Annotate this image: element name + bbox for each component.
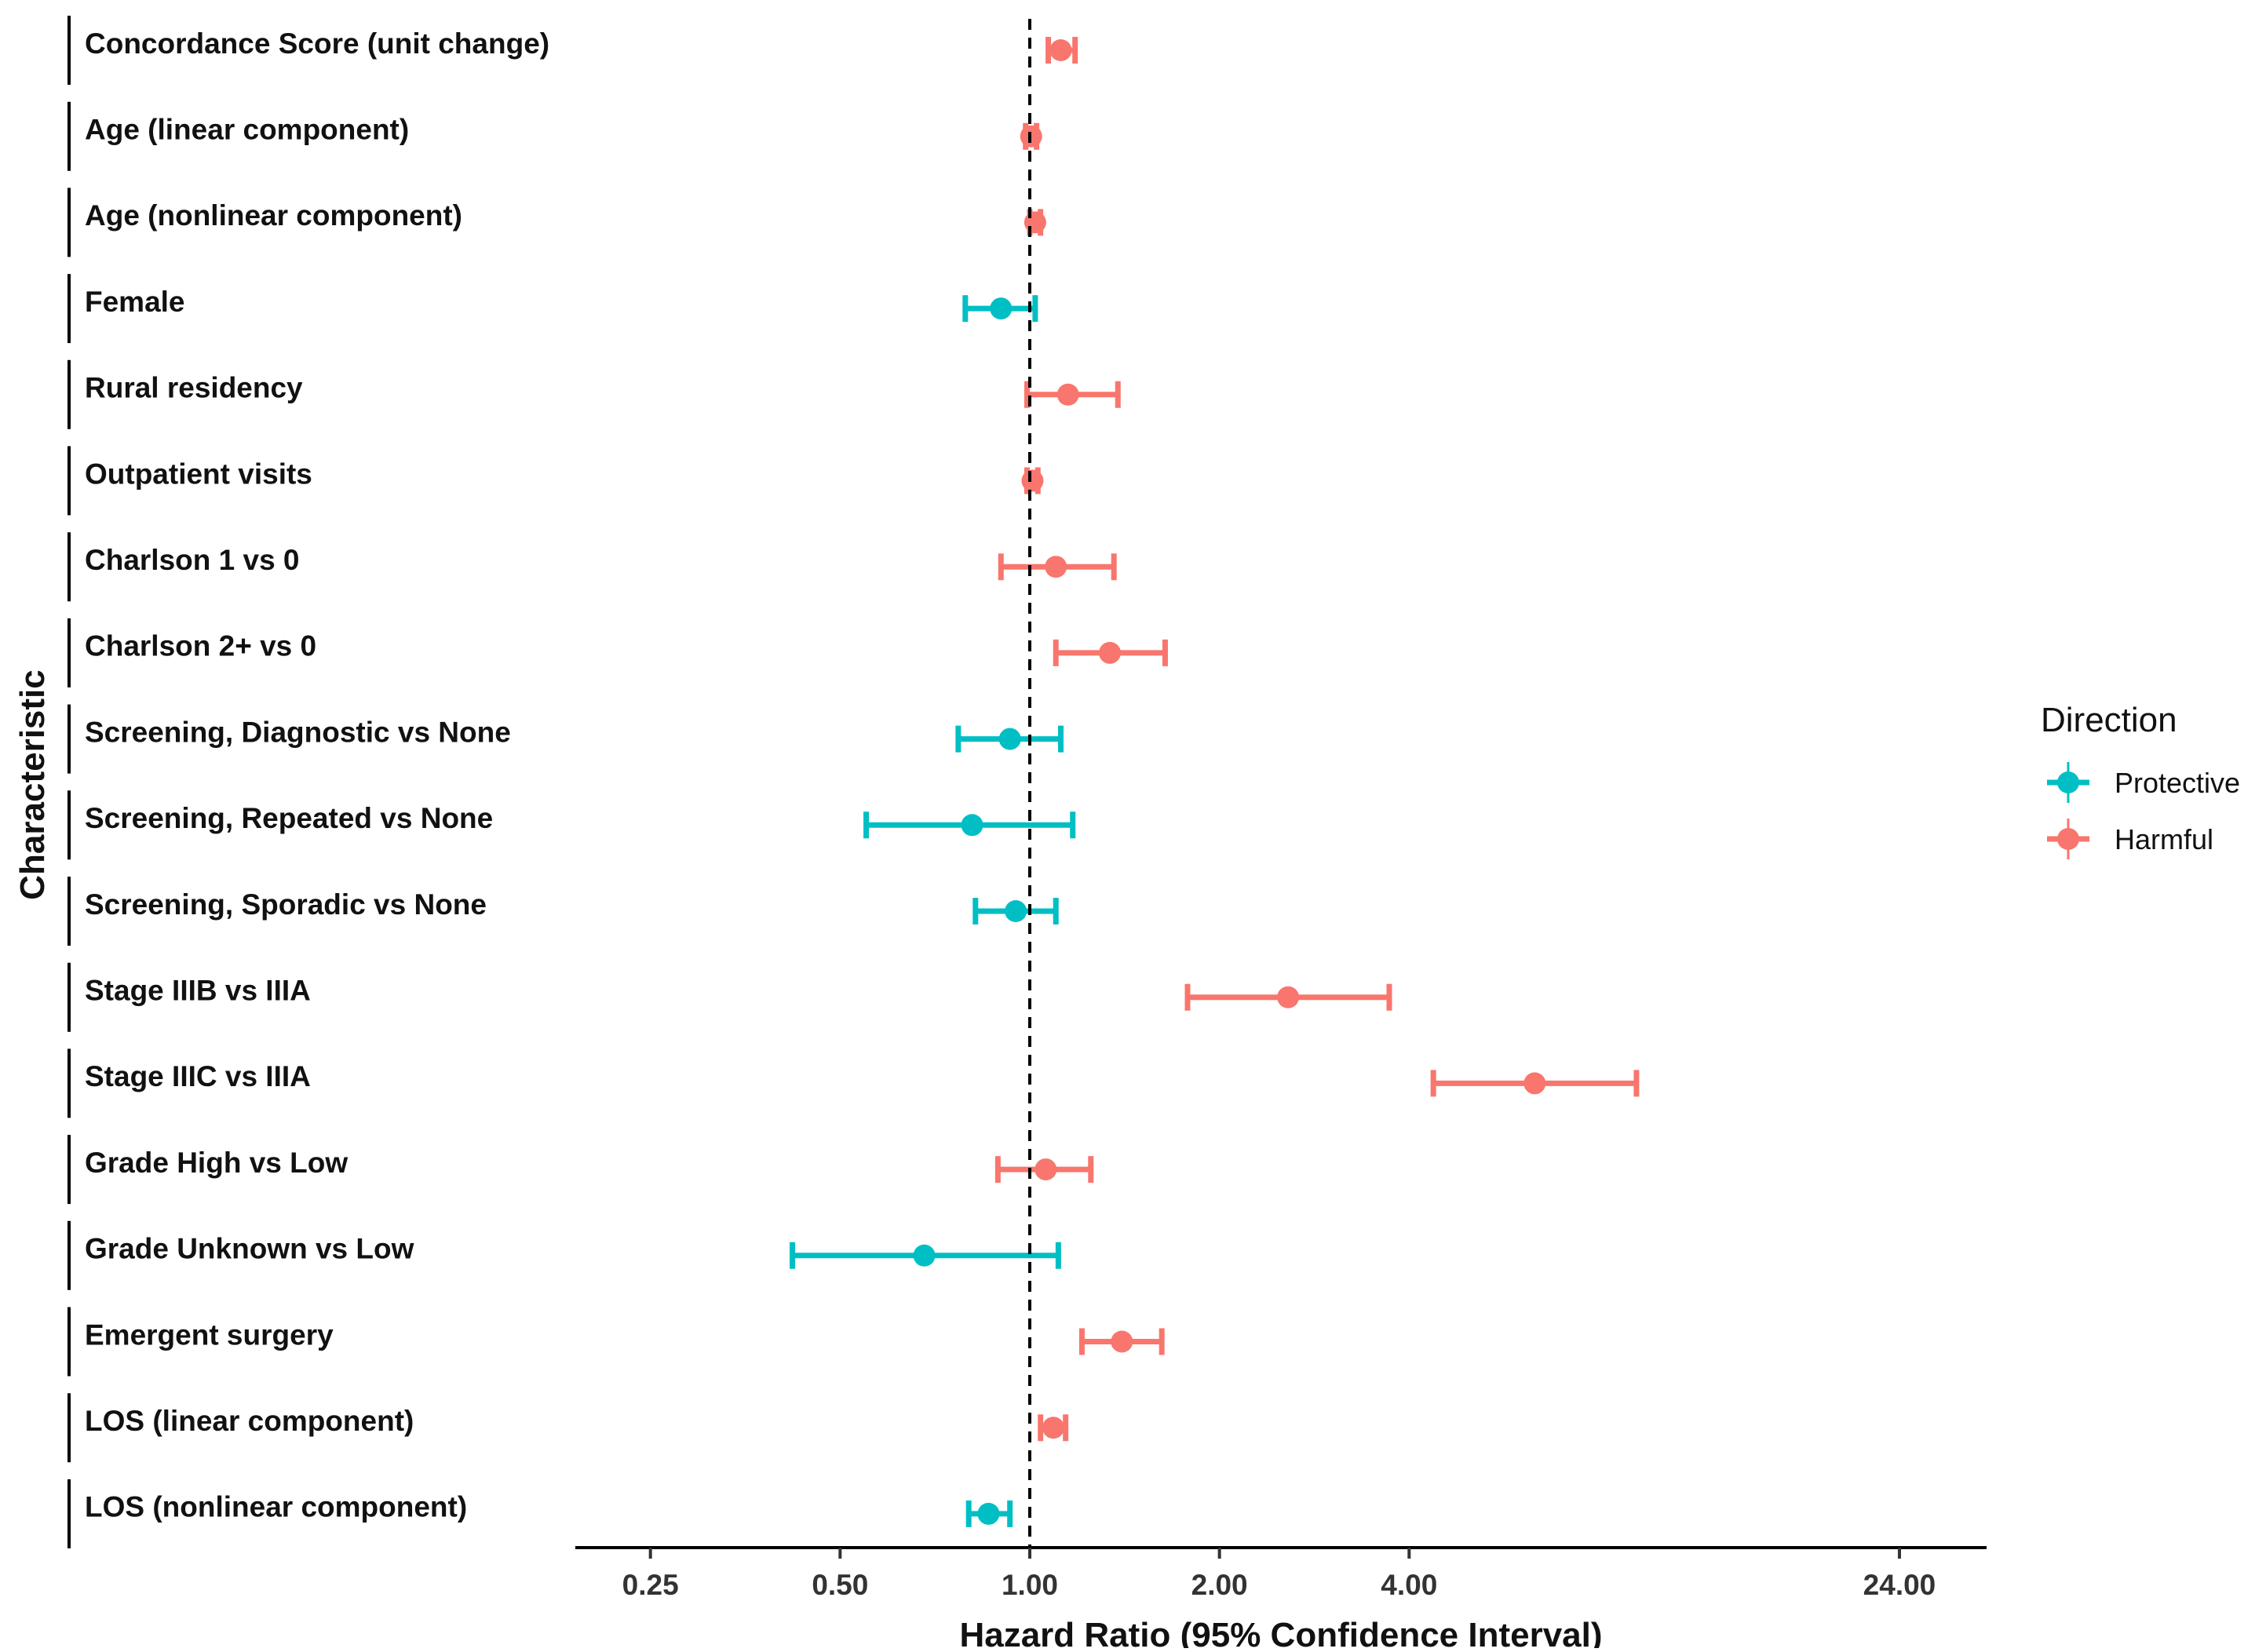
row-label: Emergent surgery bbox=[85, 1318, 334, 1351]
row-los-linear-component: LOS (linear component) bbox=[68, 1393, 1069, 1463]
hr-point bbox=[1111, 1330, 1133, 1353]
row-label: Screening, Repeated vs None bbox=[85, 802, 493, 834]
row-label: Stage IIIB vs IIIA bbox=[85, 974, 311, 1006]
hr-point bbox=[1045, 556, 1067, 578]
row-emergent-surgery: Emergent surgery bbox=[68, 1307, 1165, 1377]
rows-layer: Concordance Score (unit change) Age (line… bbox=[68, 16, 1640, 1548]
hr-point bbox=[1034, 1158, 1057, 1181]
x-axis: 0.25 0.50 1.00 2.00 4.00 24.00 bbox=[575, 1546, 1987, 1601]
x-tick-label: 0.25 bbox=[622, 1569, 679, 1601]
legend-key-point bbox=[2057, 828, 2079, 850]
hr-point bbox=[1523, 1072, 1546, 1095]
x-ticks: 0.25 0.50 1.00 2.00 4.00 24.00 bbox=[622, 1548, 1936, 1601]
row-label: LOS (linear component) bbox=[85, 1405, 414, 1437]
row-screening-repeated-vs-none: Screening, Repeated vs None bbox=[68, 790, 1076, 860]
y-axis-title: Characteristic bbox=[13, 669, 52, 899]
hr-point bbox=[1042, 1417, 1065, 1439]
x-tick-label: 1.00 bbox=[1002, 1569, 1058, 1601]
hr-point bbox=[1277, 986, 1300, 1008]
x-tick-label: 24.00 bbox=[1863, 1569, 1936, 1601]
row-label: Age (linear component) bbox=[85, 113, 409, 145]
row-label: Screening, Diagnostic vs None bbox=[85, 716, 511, 748]
legend-items: Protective Harmful bbox=[2047, 762, 2240, 859]
row-screening-diagnostic-vs-none: Screening, Diagnostic vs None bbox=[68, 704, 1064, 774]
row-label: Outpatient visits bbox=[85, 458, 312, 490]
hr-point bbox=[998, 728, 1021, 750]
hr-point bbox=[1021, 469, 1044, 492]
legend-label: Harmful bbox=[2115, 823, 2213, 855]
hr-point bbox=[990, 297, 1013, 320]
row-stage-iiib-vs-iiia: Stage IIIB vs IIIA bbox=[68, 962, 1392, 1032]
row-outpatient-visits: Outpatient visits bbox=[68, 446, 1044, 516]
x-tick-label: 0.50 bbox=[812, 1569, 868, 1601]
x-axis-title: Hazard Ratio (95% Confidence Interval) bbox=[959, 1616, 1602, 1648]
legend: Direction Protective Harmful bbox=[2041, 701, 2240, 859]
hr-point bbox=[1005, 900, 1027, 922]
row-age-linear-component: Age (linear component) bbox=[68, 101, 1042, 171]
row-rural-residency: Rural residency bbox=[68, 359, 1121, 429]
row-label: Age (nonlinear component) bbox=[85, 199, 462, 232]
row-stage-iiic-vs-iiia: Stage IIIC vs IIIA bbox=[68, 1048, 1640, 1118]
row-label: Charlson 2+ vs 0 bbox=[85, 630, 316, 662]
row-los-nonlinear-component: LOS (nonlinear component) bbox=[68, 1479, 1013, 1548]
row-grade-high-vs-low: Grade High vs Low bbox=[68, 1135, 1094, 1205]
legend-label: Protective bbox=[2115, 767, 2240, 799]
row-label: Female bbox=[85, 286, 185, 318]
hr-point bbox=[1099, 641, 1122, 664]
hr-point bbox=[961, 814, 983, 837]
row-concordance-score-unit-change: Concordance Score (unit change) bbox=[68, 16, 1078, 85]
row-label: Concordance Score (unit change) bbox=[85, 27, 549, 60]
row-label: Grade High vs Low bbox=[85, 1147, 348, 1179]
row-female: Female bbox=[68, 274, 1038, 344]
x-tick-label: 2.00 bbox=[1191, 1569, 1248, 1601]
row-charlson-2-vs-0: Charlson 2+ vs 0 bbox=[68, 618, 1168, 687]
legend-item-harmful: Harmful bbox=[2047, 819, 2213, 859]
row-label: Charlson 1 vs 0 bbox=[85, 544, 300, 576]
row-age-nonlinear-component: Age (nonlinear component) bbox=[68, 188, 1046, 257]
hr-point bbox=[977, 1502, 1000, 1525]
hr-point bbox=[1049, 39, 1072, 61]
legend-title: Direction bbox=[2041, 701, 2177, 739]
hr-point bbox=[1056, 383, 1079, 406]
row-label: LOS (nonlinear component) bbox=[85, 1491, 467, 1523]
row-label: Rural residency bbox=[85, 372, 303, 404]
row-charlson-1-vs-0: Charlson 1 vs 0 bbox=[68, 532, 1117, 602]
row-label: Stage IIIC vs IIIA bbox=[85, 1060, 311, 1092]
hr-point bbox=[913, 1244, 936, 1267]
hr-point bbox=[1024, 211, 1046, 234]
legend-key-point bbox=[2057, 771, 2079, 793]
legend-item-protective: Protective bbox=[2047, 762, 2240, 803]
x-tick-label: 4.00 bbox=[1381, 1569, 1437, 1601]
row-label: Screening, Sporadic vs None bbox=[85, 888, 487, 921]
row-screening-sporadic-vs-none: Screening, Sporadic vs None bbox=[68, 877, 1059, 946]
row-label: Grade Unknown vs Low bbox=[85, 1233, 414, 1265]
row-grade-unknown-vs-low: Grade Unknown vs Low bbox=[68, 1220, 1061, 1290]
